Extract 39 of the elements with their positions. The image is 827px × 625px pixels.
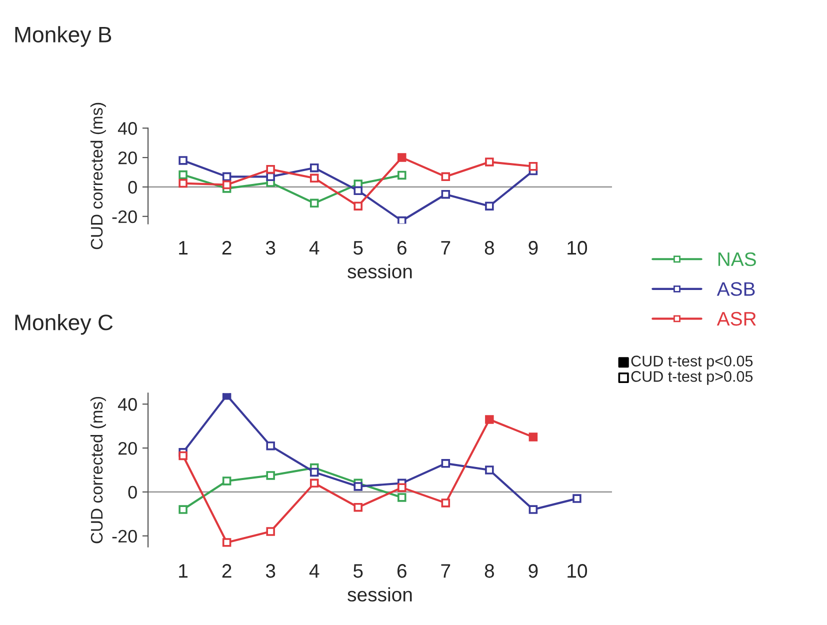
y-tick-label: -20 xyxy=(112,530,137,543)
x-tick-label: 1 xyxy=(179,241,188,255)
y-tick-label: -20 xyxy=(112,210,137,224)
legend-label: NAS xyxy=(718,252,756,266)
x-tick-label: 6 xyxy=(397,240,406,255)
x-tick-label: 3 xyxy=(266,240,276,255)
x-tick-label: 7 xyxy=(441,564,450,578)
x-tick-label: 7 xyxy=(441,241,450,255)
x-tick-label: 5 xyxy=(353,241,363,255)
x-tick-label: 10 xyxy=(568,240,588,255)
y-tick-label: 0 xyxy=(128,486,137,499)
x-tick-label: 9 xyxy=(528,240,538,255)
x-tick-label: 3 xyxy=(266,564,276,578)
text: CUD t-test p>0.05 xyxy=(631,371,753,385)
x-axis-title: session xyxy=(348,264,412,278)
x-tick-label: 4 xyxy=(309,564,320,578)
y-tick-label: 0 xyxy=(128,180,137,194)
y-tick-label: 40 xyxy=(118,122,137,135)
text: CUD t-test p<0.05 xyxy=(631,356,753,370)
y-axis-title: CUD corrected (ms) xyxy=(90,102,106,250)
x-tick-label: 6 xyxy=(397,564,406,578)
x-axis-title: session xyxy=(348,587,412,602)
y-tick-label: 20 xyxy=(118,151,137,164)
legend-label: ASR xyxy=(716,312,756,326)
x-tick-label: 5 xyxy=(353,564,363,578)
y-tick-label: 40 xyxy=(118,398,137,411)
x-tick-label: 1 xyxy=(179,564,188,578)
chart-title: Monkey C xyxy=(15,314,113,335)
x-tick-label: 2 xyxy=(222,564,232,578)
x-tick-label: 2 xyxy=(222,240,232,255)
x-tick-label: 4 xyxy=(309,241,320,255)
x-tick-label: 9 xyxy=(528,564,538,578)
y-tick-label: 20 xyxy=(118,442,137,455)
y-axis-title: CUD corrected (ms) xyxy=(90,396,106,544)
x-tick-label: 10 xyxy=(568,564,588,578)
chart-title: Monkey B xyxy=(15,26,112,47)
legend-label: ASB xyxy=(716,282,755,296)
x-tick-label: 8 xyxy=(484,564,494,578)
x-tick-label: 8 xyxy=(484,240,494,255)
